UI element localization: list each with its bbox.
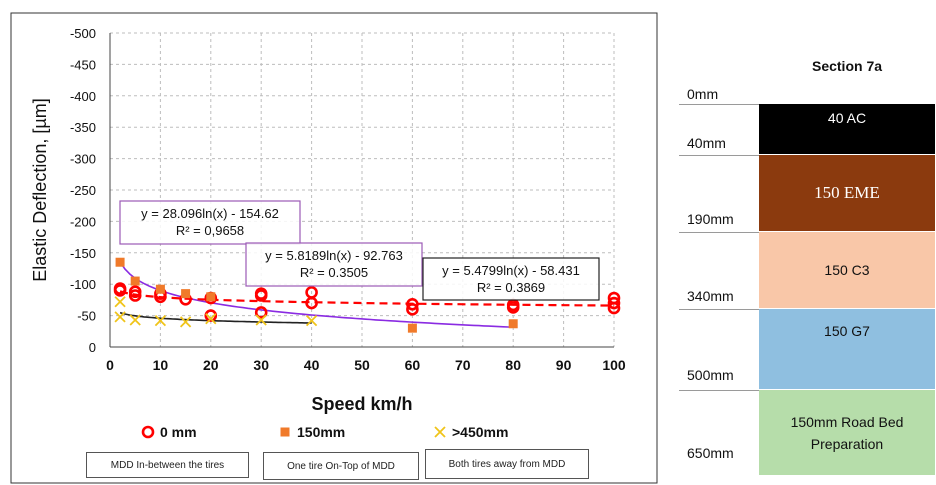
y-tick-label: 0: [89, 340, 96, 355]
trend-equation: y = 5.8189ln(x) - 92.763: [265, 248, 403, 263]
marker-0mm: [607, 296, 621, 310]
marker-450mm: [114, 296, 126, 308]
x-tick-label: 10: [153, 357, 169, 373]
marker-150mm: [181, 289, 191, 299]
depth-label: 500mm: [687, 367, 734, 383]
y-tick-label: -250: [70, 183, 96, 198]
marker-450mm: [114, 311, 126, 323]
marker-0mm: [204, 309, 218, 322]
marker-0mm: [254, 306, 268, 319]
equation-box-450mm: [422, 257, 600, 301]
depth-divider: [679, 309, 759, 310]
note-one-tire: One tire On-Top of MDD: [263, 452, 419, 480]
layer-eme: 150 EME: [759, 155, 935, 232]
equation-box-150mm: [119, 200, 301, 245]
chart-border: [10, 12, 658, 484]
section-title: Section 7a: [811, 58, 883, 74]
legend-marker-150mm: [280, 427, 290, 437]
pavement-section: Section 7a 0mm 40mm 190mm 340mm 500mm 65…: [679, 0, 936, 485]
x-tick-label: 20: [203, 357, 219, 373]
marker-450mm: [205, 313, 217, 325]
layer-g7: 150 G7: [759, 309, 935, 390]
legend-label: >450mm: [452, 424, 508, 440]
marker-150mm: [206, 292, 216, 302]
layer-c3: 150 C3: [759, 232, 935, 309]
x-tick-label: 100: [602, 357, 626, 373]
chart-canvas: 0 10 20 30 40 50 60 70 80 90 100 0 -50 -100 -150 -200 -2…: [10, 12, 658, 484]
depth-divider: [679, 390, 759, 391]
deflection-chart: 0 10 20 30 40 50 60 70 80 90 100 0 -50 -100 -150 -200 -2…: [10, 12, 658, 484]
x-tick-label: 90: [556, 357, 572, 373]
layer-ac: 40 AC: [759, 104, 935, 155]
x-tick-label: 80: [505, 357, 521, 373]
x-tick-label: 60: [405, 357, 421, 373]
depth-label: 650mm: [687, 445, 734, 461]
marker-0mm: [506, 301, 520, 314]
marker-0mm: [254, 289, 268, 302]
marker-450mm: [179, 316, 192, 328]
marker-0mm: [128, 289, 142, 302]
marker-150mm: [130, 276, 140, 286]
x-tick-label: 40: [304, 357, 320, 373]
marker-450mm: [305, 314, 318, 327]
trend-r-squared: R² = 0.3505: [300, 265, 368, 280]
depth-label: 190mm: [687, 211, 734, 227]
depth-divider: [679, 104, 759, 105]
marker-150mm: [115, 257, 125, 267]
trendline-0mm: [119, 290, 615, 307]
y-tick-label: -400: [70, 89, 96, 104]
x-tick-label: 0: [106, 357, 114, 373]
marker-0mm: [305, 296, 318, 310]
marker-150mm: [155, 284, 165, 294]
depth-label: 40mm: [687, 135, 726, 151]
equation-box-0mm: [245, 242, 423, 287]
marker-150mm: [508, 319, 518, 329]
trend-r-squared: R² = 0.3869: [477, 280, 545, 295]
x-tick-label: 30: [253, 357, 269, 373]
y-tick-label: -500: [70, 26, 96, 41]
x-tick-label: 70: [455, 357, 471, 373]
note-mdd-between: MDD In-between the tires: [86, 452, 249, 478]
marker-450mm: [154, 314, 167, 327]
y-tick-label: -150: [70, 246, 96, 261]
y-tick-label: -100: [70, 277, 96, 292]
y-tick-label: -300: [70, 152, 96, 167]
trend-equation: y = 5.4799ln(x) - 58.431: [442, 263, 580, 278]
marker-0mm: [607, 301, 621, 315]
depth-divider: [679, 155, 759, 156]
x-axis-title: Speed km/h: [311, 394, 412, 414]
legend-label: 0 mm: [160, 424, 197, 440]
layer-roadbed: 150mm Road Bed Preparation: [759, 390, 935, 476]
y-axis-title: Elastic Deflection, [µm]: [30, 98, 50, 281]
marker-150mm: [407, 323, 417, 333]
legend-label: 150mm: [297, 424, 345, 440]
marker-0mm: [113, 284, 127, 297]
y-tick-label: -200: [70, 214, 96, 229]
x-tick-label: 50: [354, 357, 370, 373]
y-tick-label: -50: [77, 309, 96, 324]
legend-marker-0mm: [141, 425, 155, 439]
y-tick-label: -350: [70, 120, 96, 135]
legend-marker-450mm: [434, 426, 446, 438]
trend-r-squared: R² = 0,9658: [176, 223, 244, 238]
marker-0mm: [406, 297, 419, 311]
y-tick-label: -450: [70, 57, 96, 72]
depth-divider: [679, 232, 759, 233]
trendline-450mm: [119, 311, 312, 324]
marker-0mm: [406, 303, 419, 316]
depth-label: 0mm: [687, 86, 719, 102]
marker-450mm: [129, 314, 141, 326]
marker-450mm: [255, 314, 267, 326]
note-both-tires: Both tires away from MDD: [425, 449, 589, 479]
depth-label: 340mm: [687, 288, 734, 304]
trend-equation: y = 28.096ln(x) - 154.62: [141, 206, 279, 221]
